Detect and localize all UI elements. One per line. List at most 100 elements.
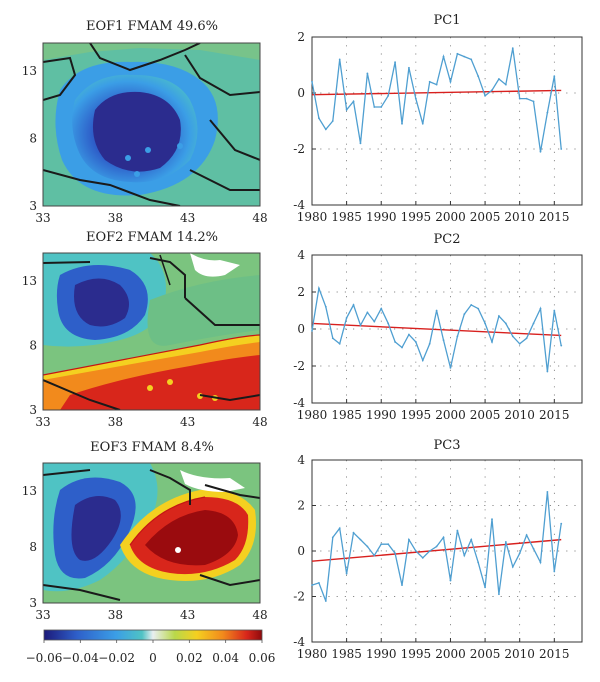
map-x-tick-label: 33: [35, 211, 50, 225]
colorbar-tick-label: −0.06: [26, 651, 63, 665]
data-point: [428, 550, 431, 552]
data-point: [553, 570, 556, 573]
data-point: [553, 75, 556, 78]
data-point: [421, 556, 424, 559]
data-point: [408, 333, 410, 336]
x-tick-label: 2015: [539, 647, 570, 661]
x-tick-label: 2000: [435, 647, 466, 661]
data-point: [525, 337, 528, 340]
data-point: [311, 80, 313, 83]
colorbar-tick-label: 0.06: [249, 651, 276, 665]
map-eof2: EOF2 FMAM 14.2%: [42, 230, 261, 411]
colorbar-tick-label: 0: [149, 651, 157, 665]
y-tick-label: 2: [297, 499, 305, 513]
data-point: [435, 309, 438, 312]
chart-title: PC2: [434, 232, 461, 247]
data-point: [456, 52, 459, 55]
x-tick-label: 2010: [504, 210, 535, 224]
x-tick-label: 1995: [401, 210, 432, 224]
map-eof1: EOF1 FMAM 49.6%: [42, 19, 261, 207]
data-point: [463, 55, 466, 58]
data-point: [359, 142, 362, 145]
y-tick-label: 2: [297, 285, 305, 299]
data-point: [331, 337, 334, 340]
data-point: [525, 534, 528, 536]
x-tick-label: 2015: [539, 210, 570, 224]
data-point: [449, 80, 452, 83]
data-point: [324, 128, 327, 131]
data-point: [331, 536, 334, 539]
map-y-tick-label: 8: [29, 540, 37, 554]
data-point: [553, 309, 556, 312]
y-tick-label: 0: [297, 322, 305, 336]
data-point: [484, 586, 486, 589]
x-tick-label: 1985: [331, 647, 362, 661]
data-point: [498, 593, 500, 596]
x-tick-label: 1980: [297, 408, 328, 422]
data-point: [442, 339, 445, 341]
x-tick-label: 1980: [297, 647, 328, 661]
plot-frame: [311, 36, 583, 206]
x-tick-label: 2005: [470, 647, 501, 661]
data-point: [560, 522, 563, 525]
data-point: [484, 94, 486, 97]
y-tick-label: 4: [297, 248, 305, 262]
map-y-tick-label: 3: [29, 403, 37, 417]
data-point: [539, 307, 542, 310]
data-point: [345, 572, 348, 575]
map-y-tick-label: 3: [29, 199, 37, 213]
data-point: [359, 324, 362, 327]
x-tick-label: 1990: [366, 647, 397, 661]
data-point: [345, 317, 348, 319]
trend-line: [311, 322, 562, 337]
data-point: [318, 287, 320, 290]
data-point: [380, 543, 383, 546]
data-point: [352, 304, 355, 306]
data-point: [380, 106, 383, 108]
data-point: [373, 320, 376, 323]
data-point: [435, 545, 438, 548]
map-title: EOF3 FMAM 8.4%: [90, 440, 214, 455]
data-point: [408, 538, 410, 541]
map-x-tick-label: 38: [108, 211, 123, 225]
data-point: [414, 97, 417, 100]
y-tick-label: -2: [293, 142, 305, 156]
x-tick-label: 2005: [470, 408, 501, 422]
data-point: [387, 322, 390, 325]
data-point: [539, 150, 542, 153]
data-point: [504, 83, 507, 86]
data-point: [511, 335, 514, 338]
data-point: [442, 55, 445, 58]
colorbar: −0.06 −0.04 −0.02 0 0.02 0.04 0.06: [26, 629, 276, 665]
pc-chart-3: PC3 1980 1985 1990 1995 2000 2005 2010 2015 -4 -2 0…: [293, 438, 583, 661]
map-y-tick-label: 13: [22, 484, 37, 498]
map-x-tick-label: 38: [108, 608, 123, 622]
data-point: [373, 554, 376, 557]
data-point: [421, 359, 424, 362]
y-tick-label: -2: [293, 359, 305, 373]
pc-chart-1: PC1 1980 1985 1990 1995 2000 2005 2010 2015 -4 -2 0…: [293, 13, 583, 224]
chart-title: PC3: [434, 438, 461, 453]
y-tick-label: -4: [293, 396, 305, 410]
pc-chart-2: PC2 1980 1985 1990 1995 2000 2005 2010 2015 -4 -2 0…: [293, 232, 583, 422]
x-tick-label: 2000: [435, 210, 466, 224]
data-point: [470, 58, 473, 61]
data-point: [414, 341, 417, 343]
map-x-tick-label: 43: [180, 415, 195, 429]
x-tick-label: 1990: [366, 408, 397, 422]
x-tick-label: 1995: [401, 408, 432, 422]
data-point: [366, 545, 369, 548]
data-point: [463, 554, 466, 557]
map-title: EOF2 FMAM 14.2%: [86, 230, 218, 245]
y-tick-label: 4: [297, 453, 305, 467]
data-point: [484, 322, 486, 325]
map-x-tick-label: 33: [35, 608, 50, 622]
data-point: [338, 527, 341, 530]
data-point: [387, 94, 390, 97]
data-point: [345, 108, 348, 111]
x-tick-label: 1995: [401, 647, 432, 661]
map-y-tick-label: 13: [22, 64, 37, 78]
data-point: [380, 307, 383, 310]
